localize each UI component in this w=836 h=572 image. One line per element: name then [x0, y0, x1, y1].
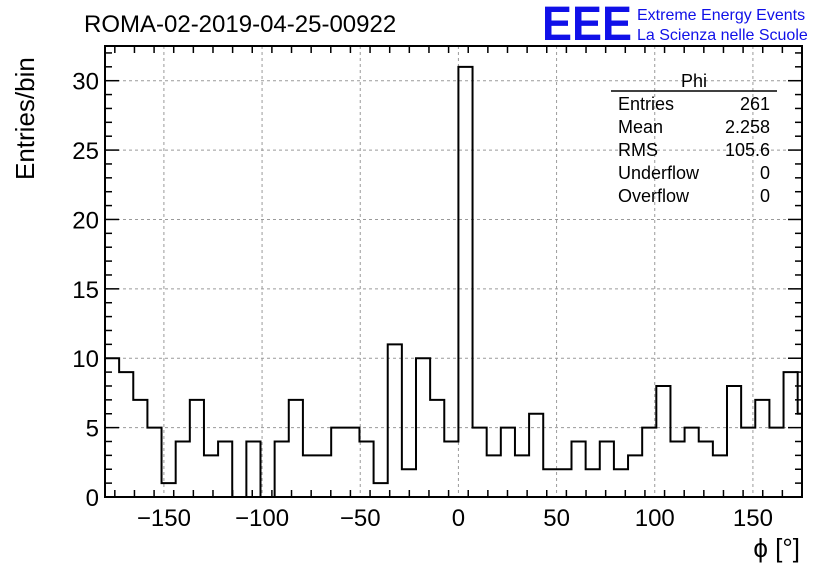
y-tick-label: 5	[86, 416, 99, 443]
y-tick-label: 15	[72, 277, 99, 304]
stats-title: Phi	[681, 71, 707, 91]
eee-logo: EEE Extreme Energy Events La Scienza nel…	[542, 0, 808, 51]
x-tick-label: −50	[340, 505, 381, 532]
x-tick-label: −100	[235, 505, 289, 532]
stats-row-value: 2.258	[725, 117, 770, 137]
stats-row-label: Underflow	[618, 163, 700, 183]
logo-mark: EEE	[542, 0, 632, 51]
stats-row-label: RMS	[618, 140, 658, 160]
stats-row-value: 0	[760, 186, 770, 206]
histogram-series-line	[105, 65, 802, 498]
y-tick-label: 10	[72, 346, 99, 373]
x-tick-label: 100	[635, 505, 675, 532]
x-tick-label: 50	[543, 505, 570, 532]
y-tick-label: 0	[86, 485, 99, 512]
stats-box: Phi Entries 261 Mean 2.258 RMS 105.6 Underflow…	[611, 71, 777, 206]
x-tick-label: 150	[733, 505, 773, 532]
stats-row-label: Entries	[618, 94, 674, 114]
y-tick-label: 30	[72, 69, 99, 96]
y-tick-label: 25	[72, 138, 99, 165]
axis-tick-labels: −150 −100 −50 0 50 100 150 0 5 10 15 20 25 30	[72, 69, 773, 532]
axis-ticks	[105, 46, 803, 498]
logo-line-1: Extreme Energy Events	[637, 7, 805, 24]
stats-row-label: Overflow	[618, 186, 690, 206]
x-tick-label: −150	[137, 505, 191, 532]
logo-line-2: La Scienza nelle Scuole	[637, 27, 808, 44]
stats-row-value: 261	[740, 94, 770, 114]
grid-lines	[105, 46, 802, 497]
y-axis-label: Entries/bin	[10, 57, 40, 180]
stats-rows: Entries 261 Mean 2.258 RMS 105.6 Underflow 0 Ove…	[618, 94, 770, 206]
chart-title: ROMA-02-2019-04-25-00922	[84, 11, 396, 38]
y-tick-label: 20	[72, 207, 99, 234]
stats-row-value: 0	[760, 163, 770, 183]
plot-frame	[104, 45, 803, 498]
x-axis-label: ϕ [°]	[753, 533, 800, 563]
x-tick-label: 0	[452, 505, 465, 532]
stats-row-value: 105.6	[725, 140, 770, 160]
stats-row-label: Mean	[618, 117, 663, 137]
